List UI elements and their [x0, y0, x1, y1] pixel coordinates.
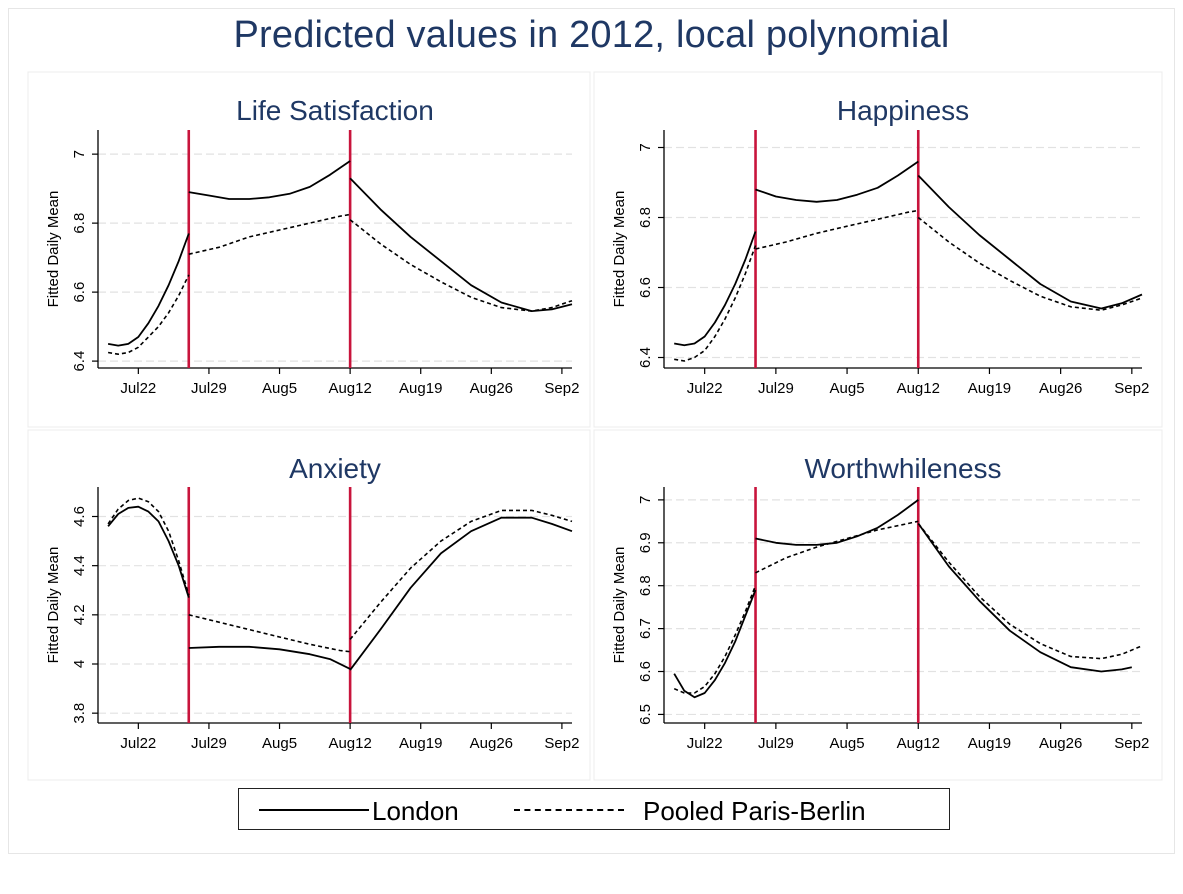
y-tick-label: 6.8: [637, 575, 654, 596]
series-pooled-line: [188, 614, 351, 653]
panel-anxiety: 3.8 4 4.2 4.4 4.6 Jul22 Jul29 Aug5 Aug12 Aug19 Aug…: [27, 429, 591, 781]
x-tick-label: Aug5: [262, 380, 297, 397]
y-tick-label: 6.8: [71, 213, 88, 234]
series-pooled-line: [188, 213, 351, 255]
y-axis-title: Fitted Daily Mean: [611, 191, 628, 308]
y-tick-label: 6.7: [637, 618, 654, 639]
series-london-line: [349, 516, 573, 671]
series-pooled-line: [755, 209, 919, 250]
series-london-line: [188, 645, 351, 670]
series-pooled-line: [917, 216, 1143, 312]
panel-title: Happiness: [837, 95, 969, 126]
series-pooled-line: [349, 219, 573, 312]
y-tick-label: 4.2: [71, 604, 88, 625]
x-tick-label: Jul29: [758, 380, 794, 397]
y-axis-title: Fitted Daily Mean: [45, 191, 62, 308]
series-london-line: [107, 505, 190, 598]
series-pooled-line: [107, 274, 190, 356]
series-pooled-line: [673, 585, 757, 694]
x-tick-label: Aug5: [830, 380, 865, 397]
y-axis-title: Fitted Daily Mean: [45, 547, 62, 664]
y-tick-label: 3.8: [71, 703, 88, 724]
x-tick-label: Jul22: [687, 735, 723, 752]
x-tick-label: Sep2: [544, 380, 579, 397]
panel-life-satisfaction: 6.4 6.6 6.8 7 Jul22 Jul29 Aug5 Aug12 Aug19 Aug26 S…: [27, 71, 591, 428]
y-tick-label: 6.9: [637, 532, 654, 553]
y-tick-label: 7: [637, 143, 654, 151]
series-london-line: [755, 160, 919, 203]
y-tick-label: 6.6: [71, 282, 88, 303]
x-tick-label: Sep2: [1114, 735, 1149, 752]
x-tick-label: Aug26: [470, 380, 513, 397]
x-tick-label: Aug26: [1039, 380, 1082, 397]
panel-happiness: 6.4 6.6 6.8 7 Jul22 Jul29 Aug5 Aug12 Aug19 Aug26 S…: [593, 71, 1163, 428]
x-tick-label: Sep2: [1114, 380, 1149, 397]
y-tick-label: 6.4: [637, 347, 654, 368]
x-tick-label: Jul22: [120, 735, 156, 752]
x-tick-label: Aug12: [328, 380, 371, 397]
y-tick-label: 7: [637, 496, 654, 504]
panel-background: [593, 429, 1163, 781]
x-tick-label: Aug5: [830, 735, 865, 752]
series-london-line: [917, 174, 1143, 310]
legend: London Pooled Paris-Berlin: [238, 788, 950, 830]
series-pooled-line: [349, 509, 573, 640]
y-tick-label: 6.5: [637, 704, 654, 725]
series-pooled-line: [755, 520, 919, 574]
series-london-line: [755, 499, 919, 546]
x-tick-label: Jul29: [758, 735, 794, 752]
legend-london-swatch: [259, 809, 369, 811]
series-pooled-line: [917, 523, 1143, 660]
y-tick-label: 6.6: [637, 661, 654, 682]
x-tick-label: Aug19: [968, 735, 1011, 752]
legend-pooled-swatch: [514, 809, 624, 811]
x-tick-label: Aug19: [399, 380, 442, 397]
series-london-line: [674, 231, 757, 347]
y-tick-label: 4.4: [71, 555, 88, 576]
y-tick-label: 6.4: [71, 351, 88, 372]
series-london-line: [107, 233, 190, 347]
y-tick-label: 7: [71, 150, 88, 158]
series-london-line: [917, 522, 1132, 673]
x-tick-label: Aug26: [470, 735, 513, 752]
x-tick-label: Jul22: [687, 380, 723, 397]
x-tick-label: Aug19: [968, 380, 1011, 397]
x-tick-label: Aug19: [399, 735, 442, 752]
y-axis-title: Fitted Daily Mean: [611, 547, 628, 664]
panel-title: Anxiety: [289, 453, 381, 484]
series-london-line: [349, 177, 573, 313]
y-tick-label: 6.6: [637, 277, 654, 298]
panel-title: Life Satisfaction: [236, 95, 434, 126]
x-tick-label: Aug12: [328, 735, 371, 752]
x-tick-label: Sep2: [544, 735, 579, 752]
x-tick-label: Aug26: [1039, 735, 1082, 752]
legend-pooled-label: Pooled Paris-Berlin: [643, 796, 866, 826]
panel-title: Worthwhileness: [804, 453, 1001, 484]
legend-london-label: London: [372, 796, 459, 826]
x-tick-label: Jul29: [191, 735, 227, 752]
panel-worthwhileness: 6.5 6.6 6.7 6.8 6.9 7 Jul22 Jul29 Aug5 Aug12 Aug19…: [593, 429, 1163, 781]
y-tick-label: 4: [71, 660, 88, 668]
panel-background: [27, 429, 591, 781]
figure-title: Predicted values in 2012, local polynomi…: [233, 14, 950, 56]
x-tick-label: Jul29: [191, 380, 227, 397]
series-london-line: [188, 160, 351, 200]
x-tick-label: Aug12: [897, 735, 940, 752]
y-tick-label: 6.8: [637, 207, 654, 228]
x-tick-label: Jul22: [120, 380, 156, 397]
y-tick-label: 4.6: [71, 506, 88, 527]
x-tick-label: Aug5: [262, 735, 297, 752]
series-pooled-line: [107, 497, 190, 596]
series-pooled-line: [674, 245, 757, 362]
x-tick-label: Aug12: [897, 380, 940, 397]
